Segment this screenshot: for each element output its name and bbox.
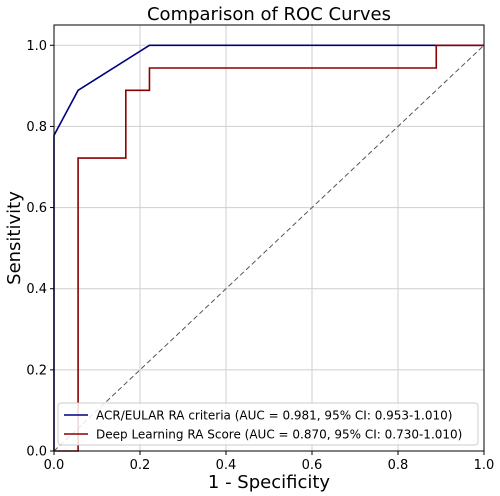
axes: 0.0 0.2 0.4 0.6 0.8 1.0 0.0 0.2 0.4 0.6 0.8 1.0 (26, 24, 495, 473)
y-tick-label: 0.4 (26, 282, 47, 297)
y-tick-label: 0.2 (26, 363, 47, 378)
x-tick-label: 0.2 (130, 458, 151, 473)
y-tick-label: 0.0 (26, 445, 47, 460)
y-tick-label: 0.6 (26, 201, 47, 216)
chart-title: Comparison of ROC Curves (147, 4, 391, 25)
legend-label-1: ACR/EULAR RA criteria (AUC = 0.981, 95% … (96, 409, 452, 423)
roc-series-line-2 (54, 44, 484, 452)
y-tick-label: 1.0 (26, 39, 47, 54)
legend-box (57, 402, 479, 446)
plot-frame (53, 24, 485, 452)
x-tick-label: 0.4 (216, 458, 237, 473)
legend-label-2: Deep Learning RA Score (AUC = 0.870, 95%… (96, 428, 462, 442)
x-tick-label: 0.6 (302, 458, 323, 473)
x-axis-label: 1 - Specificity (208, 472, 331, 493)
x-tick-label: 0.8 (388, 458, 409, 473)
reference-diagonal-line (53, 44, 485, 452)
x-tick-label: 1.0 (474, 458, 495, 473)
x-tick-label: 0.0 (44, 458, 65, 473)
grid (53, 25, 485, 452)
reference-line-group (53, 44, 485, 452)
y-axis-label: Sensitivity (4, 191, 25, 285)
legend: ACR/EULAR RA criteria (AUC = 0.981, 95% … (57, 402, 479, 446)
y-tick-label: 0.8 (26, 120, 47, 135)
